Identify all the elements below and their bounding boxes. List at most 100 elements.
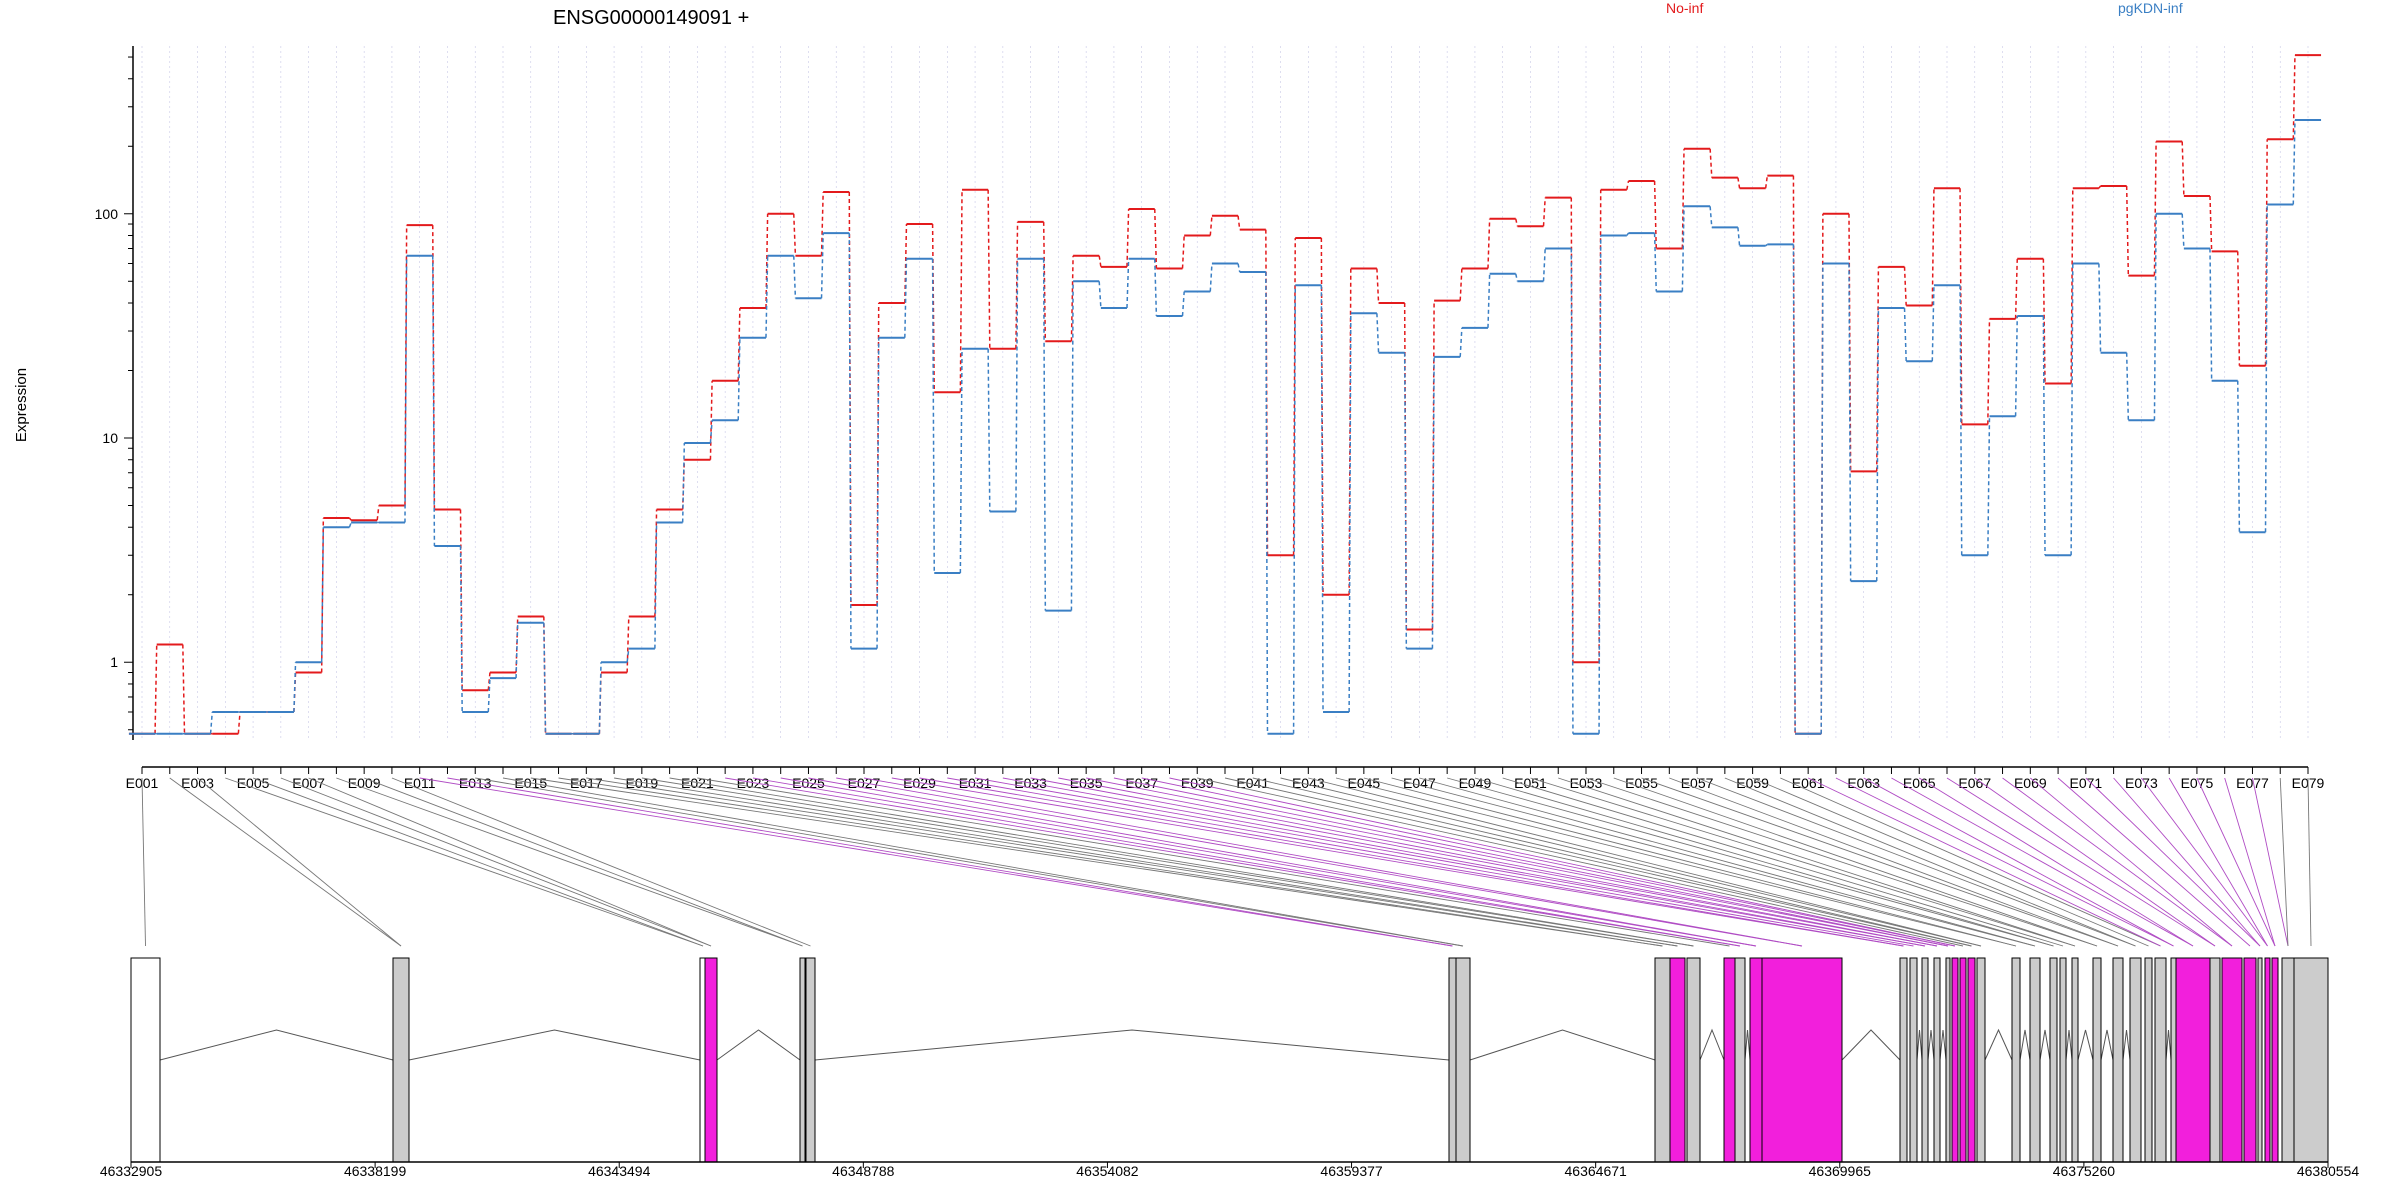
genome-tick-label: 46369965 [1809,1163,1872,1179]
genome-tick-label: 46348788 [832,1163,895,1179]
exon-block [2029,957,2041,1163]
intron-line [1469,1029,1656,1061]
exon-block [1909,957,1918,1163]
exon-link [308,777,712,947]
exon-block [2293,957,2329,1163]
series-connector [2042,258,2046,384]
series-connector [2292,55,2296,140]
exon-link [1613,777,2098,947]
series-connector [515,622,519,679]
intron-line [1916,1029,1923,1061]
series-connector [709,420,713,444]
series-connector [209,711,214,734]
exon-link [419,777,1453,947]
exon-link [2057,777,2251,947]
intron-line [408,1029,701,1061]
series-connector [1765,243,1768,247]
exon-block [2243,957,2257,1163]
exon-block [1734,957,1746,1163]
x-tick-label: E055 [1625,775,1658,791]
exon-link [1197,777,1964,947]
series-pgkdn-inf [128,118,2322,735]
series-connector [1764,175,1769,189]
series-lines [128,54,2322,735]
series-connector [848,233,852,649]
series-connector [904,224,908,304]
series-connector [1459,268,1463,301]
exon-block [1951,957,1959,1163]
series-connector [1292,285,1297,734]
series-connector [1653,180,1658,249]
y-tick-label: 1 [110,654,118,670]
x-tick-label: E049 [1459,775,1492,791]
series-connector [792,255,797,299]
genome-tick-label: 46359377 [1320,1163,1383,1179]
exon-link [225,777,704,947]
exon-to-genome-links [141,777,2312,947]
exon-block [799,957,806,1163]
x-tick-label: E059 [1736,775,1769,791]
exon-link [1752,777,2149,947]
genome-tick-label: 46354082 [1076,1163,1139,1179]
series-connector [1959,285,1963,556]
series-connector [2264,139,2268,366]
series-connector [959,189,963,393]
intron-line [1699,1028,1725,1061]
legend-pgkdn-inf: pgKDN-inf [2118,0,2183,16]
series-connector [1209,215,1213,236]
x-tick-label: E069 [2014,775,2047,791]
series-connector [1681,206,1685,292]
exon-block [1899,957,1908,1163]
exon-link [2279,777,2289,947]
series-connector [598,662,602,734]
series-connector [1153,208,1158,269]
series-connector [709,380,713,460]
series-connector [792,213,797,256]
exon-block [1921,957,1929,1163]
exon-link [1058,777,1938,947]
series-connector [1903,307,1907,362]
series-connector [320,517,325,673]
series-connector [2181,213,2185,249]
series-connector [1820,263,1824,734]
series-connector [1875,307,1880,582]
exon-link [2085,777,2261,947]
series-connector [1320,285,1324,712]
exon-block [2112,957,2124,1163]
series-connector [320,527,325,663]
series-connector [2236,251,2241,366]
intron-line [1841,1029,1901,1061]
x-tick-label: E053 [1570,775,1603,791]
series-connector [1181,291,1185,317]
exon-block [2271,957,2279,1163]
x-tick-label: E005 [237,775,270,791]
intron-line [2100,1029,2114,1061]
exon-block [1723,957,1736,1163]
series-connector [1598,235,1602,734]
exon-link [2002,777,2233,947]
series-connector [1126,208,1130,267]
exon-link [586,777,1678,947]
series-connector [1042,258,1047,611]
exon-block [1654,957,1671,1163]
series-connector [820,192,824,256]
exon-link [1669,777,2119,947]
series-connector [1959,188,1963,425]
intron-line [2165,1029,2172,1061]
series-connector [348,522,352,528]
exon-link [280,777,712,947]
series-connector [2292,119,2296,205]
genome-tick-label: 46380554 [2297,1163,2360,1179]
legend-no-inf: No-inf [1666,0,1703,16]
series-connector [876,302,880,606]
series-connector [154,644,158,734]
series-connector [904,258,908,338]
exon-block [2059,957,2067,1163]
x-tick-label: E017 [570,775,603,791]
series-connector [2014,315,2019,417]
y-tick-label: 10 [102,430,118,446]
exon-link [252,777,704,947]
exon-link [974,777,1926,947]
exon-link [1002,777,1926,947]
exon-link [1724,777,2136,947]
